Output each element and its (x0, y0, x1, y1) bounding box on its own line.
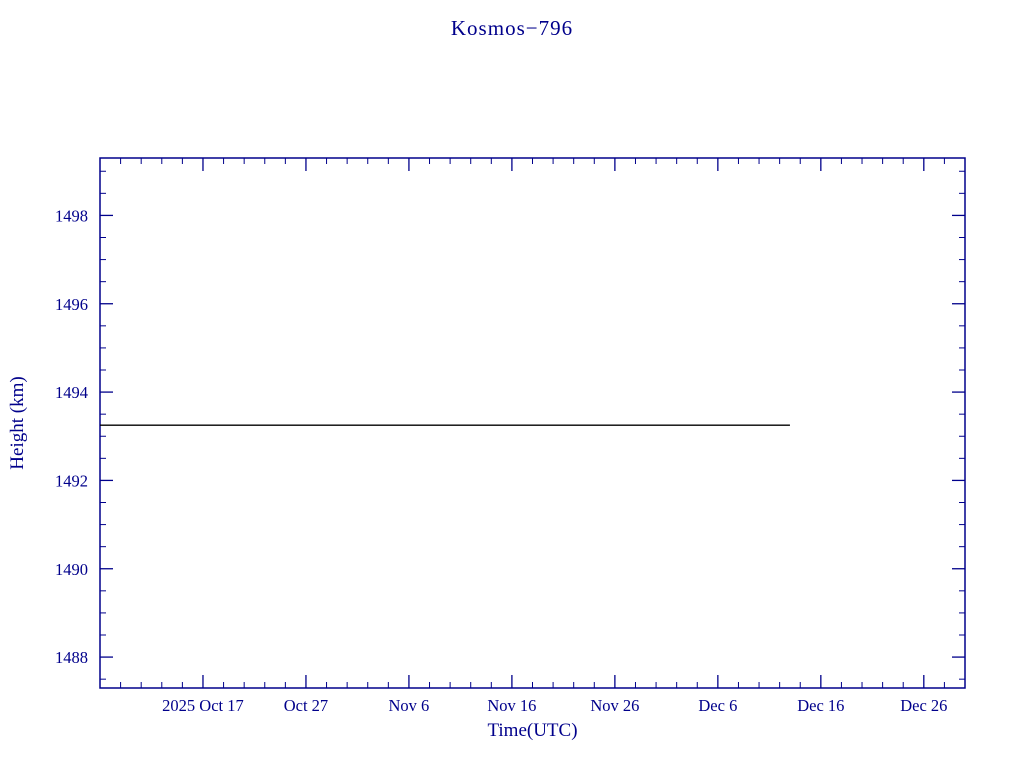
x-tick-label: Nov 26 (590, 696, 639, 715)
y-tick-label: 1498 (55, 206, 88, 225)
y-tick-label: 1494 (55, 383, 88, 402)
x-tick-label: Nov 16 (487, 696, 536, 715)
x-tick-label: Dec 16 (797, 696, 844, 715)
y-tick-label: 1492 (55, 471, 88, 490)
x-axis-title: Time(UTC) (487, 720, 578, 741)
x-tick-label: Dec 6 (698, 696, 737, 715)
y-tick-label: 1488 (55, 648, 88, 667)
y-axis-title: Height (km) (7, 376, 28, 470)
x-tick-label: 2025 Oct 17 (162, 696, 244, 715)
plot-border (99, 157, 966, 689)
y-tick-label: 1490 (55, 560, 88, 579)
chart-title: Kosmos−796 (450, 16, 574, 40)
x-tick-label: Nov 6 (389, 696, 430, 715)
x-tick-label: Dec 26 (900, 696, 947, 715)
y-tick-label: 1496 (55, 295, 88, 314)
x-tick-label: Oct 27 (284, 696, 328, 715)
